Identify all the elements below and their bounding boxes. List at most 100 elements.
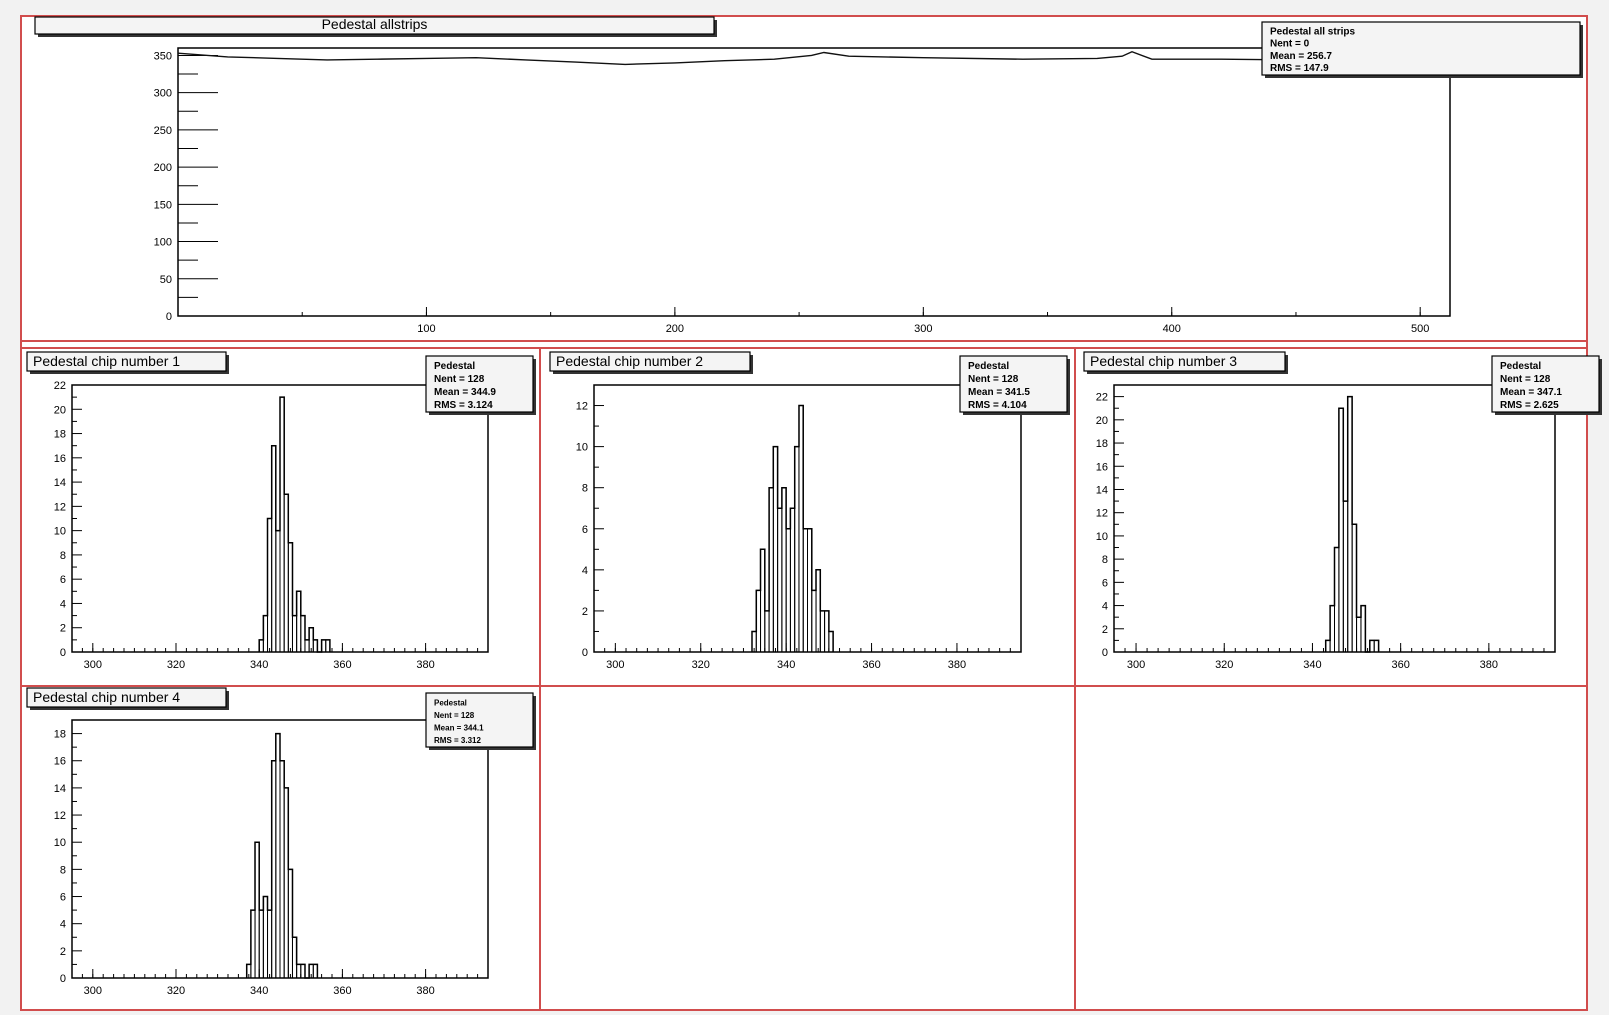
x-tick-label: 500 <box>1411 323 1429 335</box>
y-tick-label: 200 <box>154 162 172 174</box>
x-tick-label: 320 <box>692 659 710 671</box>
chart-panel-4: 0 2 4 6 8 10 12 14 16 18 20 22 300 320 340 360 380 Pedest… <box>1074 347 1602 687</box>
stats-box <box>959 355 1068 413</box>
histogram-bin <box>1360 605 1366 653</box>
y-tick-label: 12 <box>54 501 66 513</box>
stats-line: Nent = 0 <box>1270 39 1310 50</box>
y-tick-label: 6 <box>60 892 66 904</box>
x-tick-label: 300 <box>914 323 932 335</box>
y-tick-label: 350 <box>154 50 172 62</box>
y-tick-label: 22 <box>54 380 66 392</box>
y-tick-label: 18 <box>54 429 66 441</box>
title-box <box>26 351 227 372</box>
y-tick-label: 14 <box>54 477 66 489</box>
title-box <box>549 351 751 372</box>
y-tick-label: 12 <box>54 810 66 822</box>
x-tick-label: 340 <box>777 659 795 671</box>
histogram-bin <box>325 639 331 653</box>
y-tick-label: 4 <box>1102 601 1108 613</box>
x-tick-label: 100 <box>417 323 435 335</box>
chart-title: Pedestal chip number 3 <box>1090 353 1237 369</box>
y-tick-label: 8 <box>60 550 66 562</box>
x-tick-label: 300 <box>1127 659 1145 671</box>
x-axis: 300 320 340 360 380 <box>593 643 1022 671</box>
x-tick-label: 380 <box>416 985 434 997</box>
stats-box <box>425 692 534 748</box>
chart-title: Pedestal allstrips <box>322 16 428 32</box>
x-tick-label: 320 <box>167 659 185 671</box>
y-tick-label: 8 <box>1102 554 1108 566</box>
y-tick-label: 0 <box>166 311 172 323</box>
y-tick-label: 6 <box>1102 577 1108 589</box>
chart-panel-3: 0 2 4 6 8 10 12 300 320 340 360 380 Pedestal chip nu… <box>539 347 1076 687</box>
x-tick-label: 340 <box>1303 659 1321 671</box>
y-tick-label: 16 <box>1096 461 1108 473</box>
y-tick-label: 50 <box>160 274 172 286</box>
y-tick-label: 14 <box>1096 484 1108 496</box>
title-box <box>34 16 715 35</box>
histogram <box>245 732 319 979</box>
stats-line: RMS = 147.9 <box>1270 63 1329 74</box>
histogram-bin <box>287 868 293 979</box>
y-tick-label: 16 <box>54 756 66 768</box>
x-axis: 100 200 300 400 500 <box>177 307 1429 335</box>
x-tick-label: 340 <box>250 659 268 671</box>
y-tick-label: 0 <box>1102 647 1108 659</box>
y-axis: 0 2 4 6 8 10 12 <box>576 401 604 659</box>
y-tick-label: 22 <box>1096 392 1108 404</box>
y-tick-label: 16 <box>54 453 66 465</box>
stats-name: Pedestal <box>1500 361 1541 372</box>
y-axis: 0 2 4 6 8 10 12 14 16 18 20 22 <box>54 380 82 659</box>
y-tick-label: 0 <box>60 973 66 985</box>
x-tick-label: 360 <box>333 659 351 671</box>
empty-pad <box>539 685 1076 1011</box>
stats-line: Nent = 128 <box>434 711 475 720</box>
y-tick-label: 6 <box>60 574 66 586</box>
x-tick-label: 360 <box>1391 659 1409 671</box>
chart-panel-1: 0 50 100 150 200 250 300 350 100 200 300 400 500 Pede… <box>20 15 1588 342</box>
y-axis: 0 50 100 150 200 250 300 350 <box>154 50 218 323</box>
x-tick-label: 300 <box>606 659 624 671</box>
y-tick-label: 2 <box>1102 624 1108 636</box>
y-tick-label: 0 <box>60 647 66 659</box>
stats-box <box>425 355 534 413</box>
x-tick-label: 300 <box>84 659 102 671</box>
title-box <box>26 687 227 708</box>
x-tick-label: 320 <box>167 985 185 997</box>
chart-title: Pedestal chip number 4 <box>33 689 180 705</box>
y-tick-label: 12 <box>1096 508 1108 520</box>
y-tick-label: 4 <box>582 565 588 577</box>
histogram <box>258 396 331 653</box>
stats-name: Pedestal <box>434 361 475 372</box>
y-tick-label: 20 <box>1096 415 1108 427</box>
y-tick-label: 2 <box>60 623 66 635</box>
histogram-bin <box>828 630 834 653</box>
y-tick-label: 10 <box>54 526 66 538</box>
x-tick-label: 200 <box>666 323 684 335</box>
x-tick-label: 380 <box>1480 659 1498 671</box>
y-axis: 0 2 4 6 8 10 12 14 16 18 <box>54 729 82 985</box>
chart-title: Pedestal chip number 2 <box>556 353 703 369</box>
histogram-bin <box>312 963 318 979</box>
chart-title: Pedestal chip number 1 <box>33 353 180 369</box>
x-tick-label: 400 <box>1163 323 1181 335</box>
y-tick-label: 10 <box>1096 531 1108 543</box>
histogram-bin <box>312 639 318 653</box>
y-tick-label: 0 <box>582 647 588 659</box>
y-tick-label: 100 <box>154 237 172 249</box>
stats-box <box>1491 355 1600 413</box>
chart-panel-5: 0 2 4 6 8 10 12 14 16 18 300 320 340 360 380 Pedestal c… <box>20 685 541 1011</box>
stats-name: Pedestal <box>434 699 467 708</box>
histogram-bin <box>287 542 293 653</box>
stats-name: Pedestal all strips <box>1270 26 1355 37</box>
x-tick-label: 340 <box>250 985 268 997</box>
x-axis: 300 320 340 360 380 <box>71 643 489 671</box>
stats-line: Nent = 128 <box>434 374 485 385</box>
y-tick-label: 300 <box>154 88 172 100</box>
y-tick-label: 6 <box>582 524 588 536</box>
y-tick-label: 20 <box>54 404 66 416</box>
title-box <box>1083 351 1286 372</box>
stats-line: Mean = 256.7 <box>1270 51 1332 62</box>
stats-line: Mean = 341.5 <box>968 387 1030 398</box>
histogram-bin <box>1351 523 1358 653</box>
